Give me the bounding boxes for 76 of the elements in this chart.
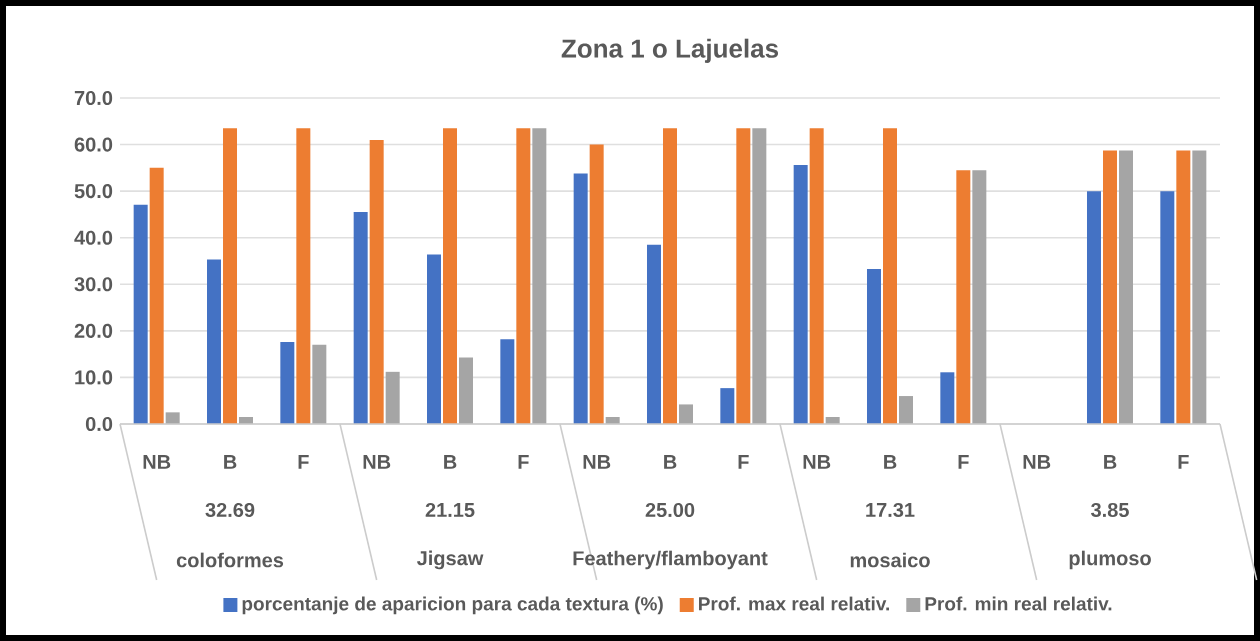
- bar: [647, 244, 661, 424]
- y-tick-label: 50.0: [74, 184, 113, 199]
- x-tick-label: NB: [363, 455, 391, 469]
- bar: [956, 170, 971, 424]
- y-tick-label: 70.0: [74, 90, 113, 106]
- x-tick-label: F: [518, 455, 529, 469]
- bar: [280, 342, 295, 424]
- text: coloformes: [176, 552, 284, 568]
- bar: [809, 128, 824, 424]
- bar: [149, 167, 164, 424]
- bar: [500, 339, 515, 424]
- bar: [459, 357, 473, 424]
- x-tick-label: NB: [143, 455, 171, 469]
- text: Feathery/flamboyant: [573, 550, 768, 570]
- bar: [972, 170, 987, 424]
- bar: [867, 268, 881, 424]
- bar: [1192, 150, 1207, 424]
- bar: [589, 144, 604, 424]
- y-tick-label: 60.0: [74, 137, 113, 152]
- bar: [133, 204, 148, 424]
- bar: [165, 412, 180, 424]
- bar: [940, 372, 955, 424]
- text: 32.69: [205, 502, 255, 518]
- text: 3.85: [1091, 502, 1129, 518]
- x-tick-label: F: [298, 455, 309, 469]
- x-tick-label: F: [738, 455, 749, 469]
- bar: [385, 371, 400, 424]
- bar: [207, 259, 221, 424]
- x-tick-label: B: [664, 455, 677, 469]
- text: plumoso: [1069, 550, 1151, 570]
- legend-label: Prof. max real relativ.: [699, 596, 889, 611]
- bar: [296, 128, 311, 424]
- bar: [736, 128, 751, 424]
- bar: [899, 396, 913, 424]
- x-tick-label: NB: [803, 455, 831, 469]
- x-tick-label: B: [224, 455, 237, 469]
- bar: [1160, 191, 1175, 424]
- text: mosaico: [850, 552, 930, 568]
- bar: [573, 173, 588, 424]
- bar: [793, 165, 808, 424]
- bar: [443, 128, 457, 424]
- legend-label: Prof. min real relativ.: [925, 596, 1112, 611]
- bar: [720, 388, 735, 424]
- bar: [1103, 150, 1117, 424]
- x-tick-label: F: [1178, 455, 1189, 469]
- x-tick-label: NB: [583, 455, 611, 469]
- y-tick-label: 30.0: [74, 277, 113, 292]
- bar: [883, 128, 897, 424]
- x-tick-label: B: [1104, 455, 1117, 469]
- bar: [679, 404, 693, 424]
- x-tick-label: F: [958, 455, 969, 469]
- x-tick-label: B: [884, 455, 897, 469]
- bar: [532, 128, 547, 424]
- bar: [353, 212, 368, 424]
- text: Jigsaw: [416, 550, 484, 570]
- text: 21.15: [425, 502, 475, 518]
- bar: [223, 128, 238, 424]
- bar: [1087, 191, 1101, 424]
- bar: [427, 254, 442, 424]
- text: 17.31: [866, 502, 915, 518]
- y-tick-label: 40.0: [74, 230, 113, 245]
- bar: [1176, 150, 1191, 424]
- legend-label: porcentanje de aparicion para cada textura (%): [242, 596, 663, 615]
- bar: [369, 139, 384, 424]
- bar: [663, 128, 677, 424]
- chart-title: Zona 1 o Lajuelas: [561, 38, 779, 63]
- y-tick-label: 0.0: [85, 416, 113, 432]
- bar: [1119, 150, 1133, 424]
- y-tick-label: 10.0: [75, 370, 113, 385]
- y-tick-label: 20.0: [74, 323, 113, 338]
- bar: [516, 128, 531, 424]
- text: 25.00: [645, 502, 695, 518]
- bar: [312, 344, 327, 424]
- x-tick-label: B: [444, 455, 457, 469]
- bar: [752, 128, 767, 424]
- x-tick-label: NB: [1023, 455, 1051, 469]
